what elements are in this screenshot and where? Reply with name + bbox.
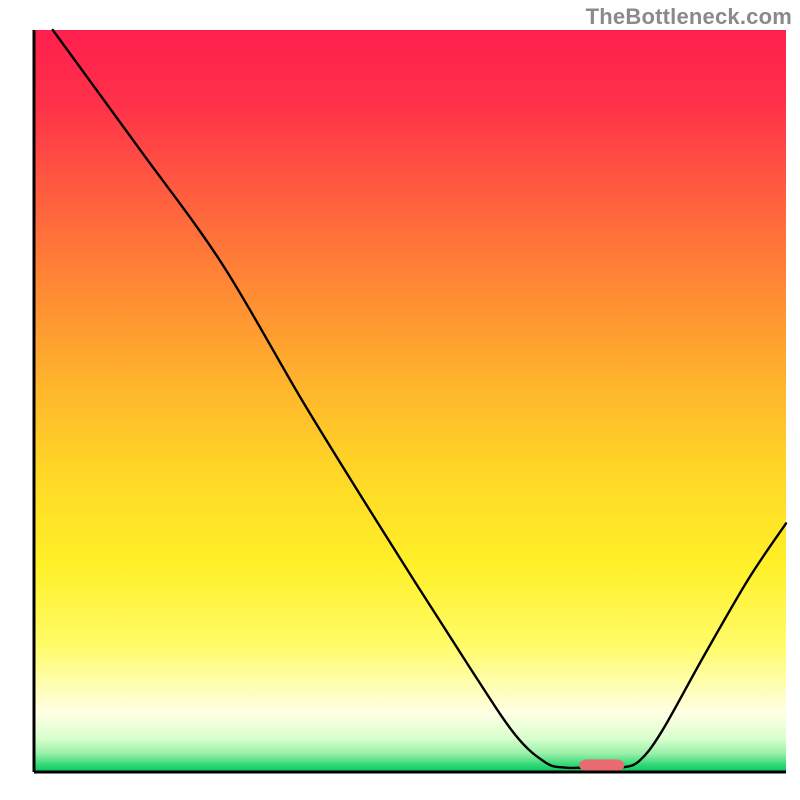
watermark-text: TheBottleneck.com [586,4,792,30]
gradient-background [34,30,786,772]
bottleneck-chart: TheBottleneck.com [0,0,800,800]
optimal-marker [579,759,624,771]
plot-group [34,30,786,772]
chart-svg [0,0,800,800]
